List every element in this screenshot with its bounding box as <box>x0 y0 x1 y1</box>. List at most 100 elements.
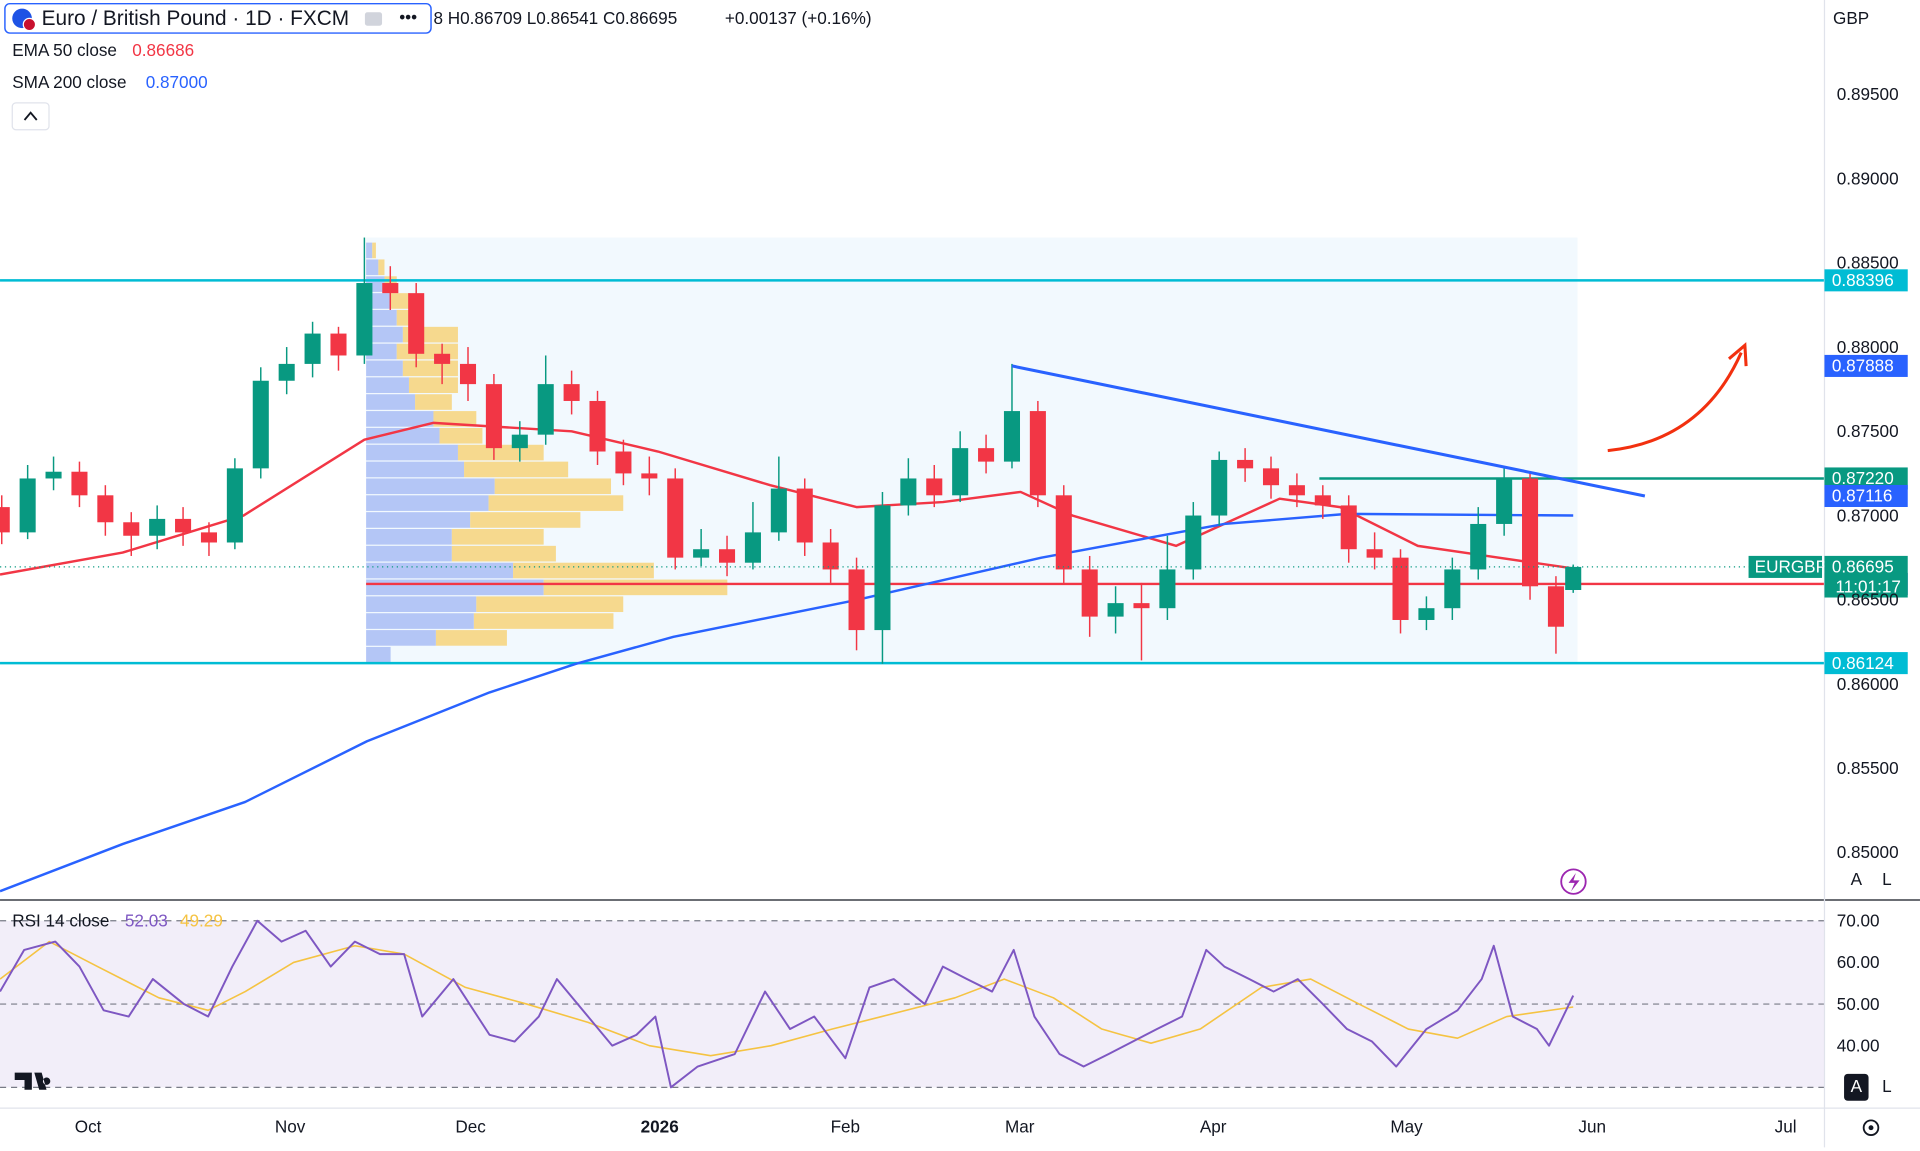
currency-button[interactable] <box>1826 4 1913 35</box>
y-tick-label: 0.85000 <box>1837 842 1899 862</box>
y-tick-label: 0.88000 <box>1837 337 1899 357</box>
candle-body <box>1107 603 1124 617</box>
profile-buy <box>366 360 403 377</box>
candle-body <box>641 473 658 479</box>
candle-body <box>304 333 321 364</box>
candle-body <box>1159 569 1176 609</box>
x-tick-label: Mar <box>1005 1116 1035 1136</box>
logo[interactable] <box>14 1072 51 1090</box>
y-tick-label: 0.89000 <box>1837 168 1899 188</box>
profile-sell <box>390 293 409 309</box>
profile-buy <box>366 309 397 326</box>
candle-body <box>978 448 995 462</box>
candle-body <box>1029 411 1046 496</box>
profile-buy <box>366 343 397 360</box>
rsi-auto-button[interactable]: A <box>1851 1076 1863 1096</box>
log-scale-button[interactable]: L <box>1882 869 1892 889</box>
candle-body <box>1055 495 1072 570</box>
profile-buy <box>366 444 458 461</box>
profile-buy <box>366 326 403 343</box>
profile-sell <box>543 579 728 596</box>
flag-icon <box>22 17 37 32</box>
y-tick-label: 0.87500 <box>1837 421 1899 441</box>
price-label: 0.87888 <box>1832 356 1894 376</box>
profile-sell <box>435 630 507 646</box>
settings-icon[interactable] <box>1862 1119 1880 1137</box>
rsi-legend-value: 52.03 <box>125 911 168 931</box>
rsi-log-button[interactable]: L <box>1882 1076 1892 1096</box>
y-tick-label: 0.88500 <box>1837 253 1899 273</box>
symbol-box[interactable] <box>4 2 432 34</box>
chart-type-icon[interactable] <box>364 12 383 26</box>
candle-body <box>1366 549 1383 558</box>
profile-sell <box>473 613 614 629</box>
candle-body <box>563 384 580 401</box>
profile-buy <box>366 495 489 511</box>
ohlc-values: 8 H0.86709 L0.86541 C0.86695 <box>433 8 677 28</box>
ema-legend-name: EMA 50 close <box>12 40 117 60</box>
profile-buy <box>366 394 416 410</box>
candle-body <box>770 488 787 533</box>
auto-scale-button[interactable]: A <box>1851 869 1863 889</box>
profile-sell <box>451 529 544 545</box>
candle-body <box>149 518 166 536</box>
price-label: 0.87220 <box>1832 468 1894 488</box>
candle-body <box>0 507 10 533</box>
x-tick-label: Jun <box>1578 1116 1606 1136</box>
candle-body <box>874 505 891 631</box>
collapse-button[interactable] <box>11 102 50 131</box>
candle-body <box>175 518 192 533</box>
sma-legend-value: 0.87000 <box>146 72 208 92</box>
candle-body <box>408 293 425 354</box>
main-pane <box>0 237 1825 893</box>
candle-body <box>252 380 269 469</box>
rsi-tick-label: 50.00 <box>1837 994 1880 1014</box>
symbol-title: Euro / British Pound · 1D · FXCM <box>42 7 349 30</box>
rsi-pane <box>0 919 1825 1089</box>
price-label-box <box>1824 354 1908 377</box>
profile-sell <box>488 495 624 511</box>
candle-body <box>1003 411 1021 462</box>
currency: GBP <box>1833 8 1869 28</box>
profile-buy <box>366 613 474 629</box>
profile-buy <box>366 242 373 259</box>
rsi-tick-label: 40.00 <box>1837 1035 1880 1055</box>
candle-body <box>822 542 839 570</box>
y-tick-label: 0.87000 <box>1837 505 1899 525</box>
forecast-arrow-head <box>1727 342 1748 367</box>
candle-body <box>848 569 865 631</box>
candle-body <box>278 363 295 381</box>
candle-body <box>667 478 684 558</box>
price-label-box <box>1824 484 1908 508</box>
candle-body <box>434 353 451 364</box>
profile-buy <box>366 512 471 528</box>
candle-body <box>485 384 502 449</box>
profile-sell <box>476 596 624 613</box>
profile-buy <box>366 562 514 579</box>
candle-body <box>1288 485 1305 496</box>
profile-sell <box>439 427 483 444</box>
more-icon[interactable]: ••• <box>399 7 417 27</box>
candle-body <box>1470 523 1487 570</box>
candle-body <box>123 522 140 536</box>
profile-sell <box>513 562 654 579</box>
x-tick-label: Nov <box>275 1116 306 1136</box>
rsi-auto-button-bg[interactable] <box>1844 1073 1869 1101</box>
candle-body <box>330 333 347 356</box>
forecast-arrow <box>1607 352 1743 453</box>
candle-body <box>1133 603 1150 609</box>
profile-buy <box>366 529 452 545</box>
candle-body <box>226 468 243 543</box>
profile-buy <box>366 579 544 596</box>
price-label-box <box>1824 269 1908 292</box>
profile-buy <box>366 596 477 613</box>
x-tick-label: Dec <box>455 1116 486 1136</box>
countdown-label: 11:01:17 <box>1835 576 1900 596</box>
y-tick-label: 0.86500 <box>1837 590 1899 610</box>
profile-sell <box>415 394 452 410</box>
candle-body <box>1444 569 1461 609</box>
x-tick-label: 2026 <box>641 1116 679 1136</box>
candle-body <box>1262 468 1280 486</box>
